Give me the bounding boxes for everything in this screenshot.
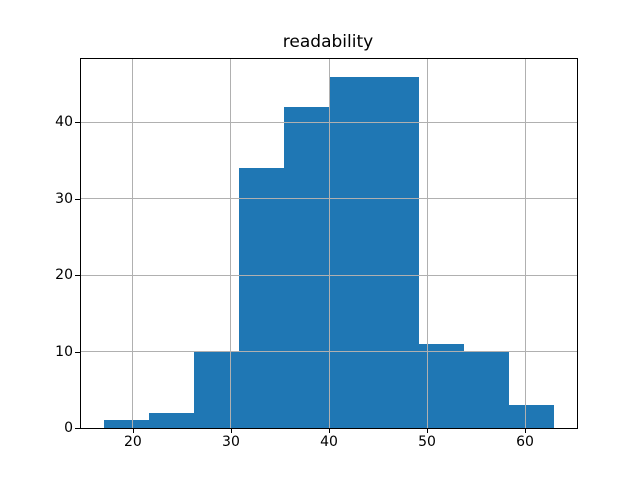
x-tick-label: 40 bbox=[320, 434, 338, 450]
y-gridline bbox=[81, 198, 577, 200]
y-tick bbox=[75, 275, 80, 277]
histogram-bar bbox=[283, 107, 329, 428]
histogram-bar bbox=[329, 76, 375, 428]
y-tick-label: 0 bbox=[64, 420, 73, 436]
y-tick-label: 20 bbox=[55, 267, 73, 284]
y-gridline bbox=[81, 351, 577, 353]
x-tick bbox=[230, 428, 232, 433]
x-gridline bbox=[328, 59, 330, 428]
grid-layer bbox=[81, 59, 577, 428]
histogram-bar bbox=[509, 405, 555, 428]
x-tick bbox=[427, 428, 429, 433]
y-gridline bbox=[81, 121, 577, 123]
histogram-bar bbox=[238, 168, 284, 428]
bars-layer bbox=[81, 59, 577, 428]
histogram-bar bbox=[374, 76, 420, 428]
y-tick-label: 10 bbox=[55, 343, 73, 360]
y-tick-label: 40 bbox=[55, 114, 73, 131]
x-tick-label: 30 bbox=[222, 434, 240, 450]
x-tick bbox=[132, 428, 134, 433]
x-gridline bbox=[230, 59, 232, 428]
x-tick bbox=[525, 428, 527, 433]
y-tick bbox=[75, 428, 80, 429]
y-tick bbox=[75, 351, 80, 353]
x-gridline bbox=[524, 59, 526, 428]
histogram-bar bbox=[148, 412, 194, 428]
x-gridline bbox=[132, 59, 134, 428]
x-tick-label: 20 bbox=[124, 434, 142, 450]
x-tick-label: 60 bbox=[516, 434, 534, 450]
x-gridline bbox=[426, 59, 428, 428]
y-gridline bbox=[81, 274, 577, 276]
chart-title: readability bbox=[282, 32, 374, 52]
y-tick-label: 30 bbox=[55, 190, 73, 207]
histogram-bar bbox=[464, 351, 510, 428]
plot-area bbox=[80, 58, 578, 429]
y-tick bbox=[75, 198, 80, 200]
x-tick-label: 50 bbox=[418, 434, 436, 450]
histogram-bar bbox=[103, 420, 149, 428]
x-tick bbox=[329, 428, 330, 433]
y-tick bbox=[75, 122, 80, 124]
